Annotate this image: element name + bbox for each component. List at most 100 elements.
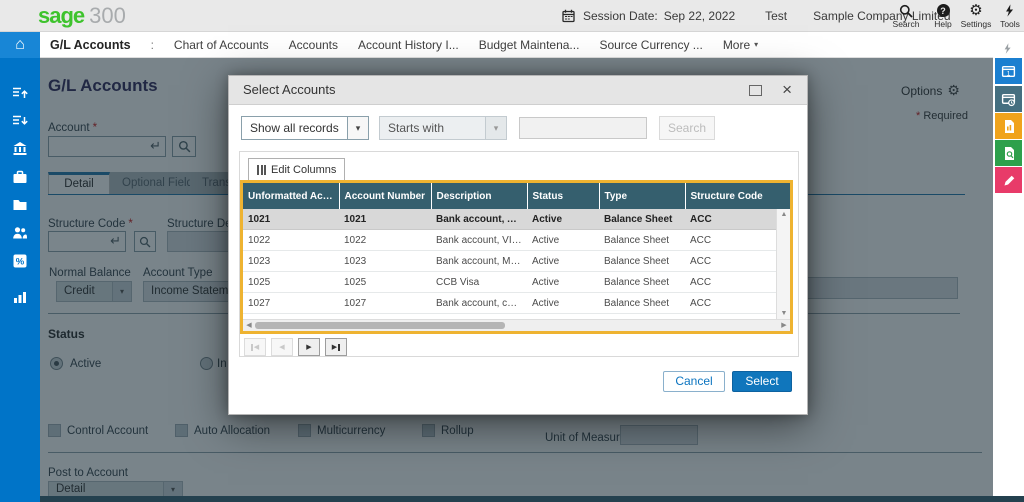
table-cell: Active (527, 271, 599, 293)
breadcrumb-item-budget-maintenance[interactable]: Budget Maintena... (478, 37, 580, 52)
breadcrumb-item-account-history[interactable]: Account History I... (358, 37, 459, 52)
left-nav-sidebar: ⌂ % (0, 32, 40, 502)
table-cell: Balance Sheet (599, 250, 685, 272)
modal-title: Select Accounts (243, 82, 336, 97)
previous-page-button[interactable]: ◀ (271, 338, 293, 356)
breadcrumb-current[interactable]: G/L Accounts (50, 37, 131, 52)
breadcrumb-item-chart-of-accounts[interactable]: Chart of Accounts (173, 37, 269, 52)
help-button[interactable]: ? Help (928, 3, 958, 29)
match-type-value: Starts with (388, 121, 445, 135)
select-button[interactable]: Select (732, 371, 792, 392)
horizontal-scrollbar[interactable]: ◀ ▶ (243, 319, 790, 331)
filter-search-input[interactable] (519, 117, 647, 139)
open-windows-button[interactable]: 1 (995, 58, 1022, 84)
breadcrumb-more[interactable]: More ▾ (723, 38, 758, 52)
tools-label: Tools (1000, 19, 1020, 29)
table-row[interactable]: 1022 1022 Bank account, VISA Active Balance … (243, 229, 776, 251)
next-page-button[interactable]: ▶ (298, 338, 320, 356)
grid-header-corner (776, 183, 790, 209)
tools-button[interactable]: Tools (996, 3, 1024, 29)
inquiry-button[interactable] (995, 140, 1022, 166)
breadcrumb-item-accounts[interactable]: Accounts (288, 37, 338, 52)
breadcrumb-item-source-currency[interactable]: Source Currency ... (599, 37, 703, 52)
table-cell: 1025 (339, 271, 431, 293)
sidebar-item-payables[interactable] (0, 166, 40, 188)
filter-search-button[interactable]: Search (659, 116, 715, 140)
sage-logo-text: sage (38, 3, 85, 28)
table-cell: 1021 (339, 209, 431, 230)
session-date-label: Session Date: (583, 9, 658, 23)
col-account-number[interactable]: Account Number (339, 183, 432, 209)
sidebar-item-post-entries[interactable] (0, 110, 40, 132)
table-row[interactable]: 1021 1021 Bank account, Am... Active Balance… (243, 209, 776, 230)
calendar-icon (562, 9, 575, 23)
edit-columns-button[interactable]: Edit Columns (248, 158, 346, 181)
sidebar-item-home[interactable]: ⌂ (0, 32, 40, 58)
scroll-up-icon[interactable]: ▲ (780, 211, 788, 218)
search-label: Search (892, 19, 920, 29)
window-1-icon: 1 (1001, 65, 1016, 77)
first-page-button[interactable]: ◀ (244, 338, 266, 356)
document-search-icon (1004, 147, 1014, 160)
reports-button[interactable] (995, 113, 1022, 139)
scrollbar-thumb[interactable] (255, 322, 505, 329)
table-cell: Balance Sheet (599, 292, 685, 314)
select-accounts-modal: Select Accounts × Show all records ▾ Sta… (228, 75, 808, 415)
accounts-grid: Unformatted Acco... Account Number Descr… (240, 180, 793, 334)
breadcrumb-more-label: More (722, 37, 751, 52)
sidebar-item-receivables[interactable] (0, 194, 40, 216)
sidebar-item-reports[interactable] (0, 286, 40, 308)
chevron-down-icon: ▾ (485, 117, 506, 139)
notes-button[interactable] (995, 167, 1022, 193)
accounts-table-body: 1021 1021 Bank account, Am... Active Balance… (243, 209, 776, 314)
match-type-dropdown[interactable]: Starts with ▾ (379, 116, 507, 140)
scroll-right-icon[interactable]: ▶ (781, 322, 787, 329)
table-row[interactable]: 1027 1027 Bank account, corp... Active Balan… (243, 292, 776, 314)
col-description[interactable]: Description (431, 183, 528, 209)
table-cell: 1022 (243, 229, 339, 251)
show-records-dropdown[interactable]: Show all records ▾ (241, 116, 369, 140)
maximize-icon[interactable] (749, 85, 762, 96)
sidebar-item-taxes[interactable]: % (0, 250, 40, 272)
lightning-icon (996, 3, 1024, 18)
svg-text:1: 1 (1007, 70, 1011, 77)
sidebar-item-journal-entry[interactable] (0, 82, 40, 104)
table-row[interactable]: 1025 1025 CCB Visa Active Balance Sheet ACC (243, 271, 776, 293)
col-structure-code[interactable]: Structure Code (685, 183, 777, 209)
col-unformatted-account[interactable]: Unformatted Acco... (243, 183, 340, 209)
modal-header: Select Accounts × (229, 76, 807, 105)
settings-button[interactable]: ⚙ Settings (958, 3, 994, 29)
table-cell: Bank account, Am... (431, 209, 527, 230)
bank-icon (13, 142, 27, 155)
recent-windows-button[interactable] (995, 86, 1022, 112)
table-header-row: Unformatted Acco... Account Number Descr… (243, 183, 777, 209)
scroll-left-icon[interactable]: ◀ (246, 322, 252, 329)
sidebar-item-payroll[interactable] (0, 222, 40, 244)
table-row[interactable]: 1023 1023 Bank account, Mast... Active Balan… (243, 250, 776, 272)
session-date-value[interactable]: Sep 22, 2022 (663, 9, 736, 23)
quick-actions-lightning-icon[interactable] (1002, 42, 1014, 60)
right-shortcut-strip: 1 (993, 32, 1024, 496)
users-icon (13, 227, 27, 239)
close-icon[interactable]: × (782, 80, 792, 99)
col-type[interactable]: Type (599, 183, 686, 209)
sidebar-item-banking[interactable] (0, 138, 40, 160)
table-cell: ACC (685, 209, 776, 230)
col-status[interactable]: Status (527, 183, 600, 209)
vertical-scrollbar[interactable]: ▲ ▼ (776, 209, 790, 319)
table-cell: ACC (685, 250, 776, 272)
search-button[interactable]: Search (886, 3, 926, 29)
cancel-button[interactable]: Cancel (663, 371, 725, 392)
page-bottom-bar (40, 496, 1024, 502)
chevron-down-icon: ▾ (347, 117, 368, 139)
table-cell: Active (527, 292, 599, 314)
table-cell: CCB Visa (431, 271, 527, 293)
last-page-button[interactable]: ▶ (325, 338, 347, 356)
table-cell: ACC (685, 271, 776, 293)
table-cell: 1021 (243, 209, 339, 230)
edit-columns-label: Edit Columns (271, 163, 337, 176)
table-cell: Active (527, 209, 599, 230)
columns-icon (257, 164, 266, 175)
scroll-down-icon[interactable]: ▼ (780, 310, 788, 317)
